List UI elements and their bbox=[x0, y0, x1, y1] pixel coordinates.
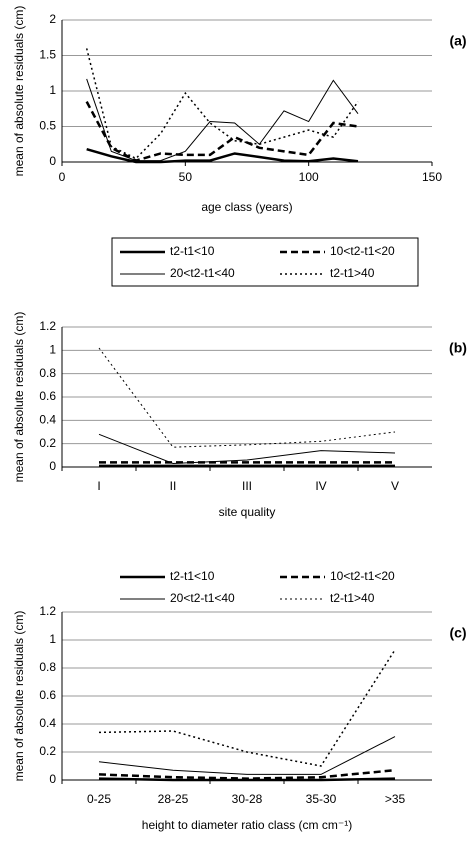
x-tick-label: IV bbox=[315, 479, 326, 493]
legend-label: t2-t1<10 bbox=[170, 244, 215, 258]
y-tick-label: 1.2 bbox=[39, 604, 56, 618]
series-line bbox=[98, 777, 396, 782]
x-axis-label: site quality bbox=[219, 505, 276, 519]
y-tick-label: 0.5 bbox=[39, 119, 56, 133]
legend-label: t2-t1>40 bbox=[330, 266, 375, 280]
y-tick-label: 0 bbox=[49, 772, 56, 786]
y-tick-label: 0.8 bbox=[39, 660, 56, 674]
panel-label: (c) bbox=[449, 625, 466, 641]
y-tick-label: 0 bbox=[49, 459, 56, 473]
y-tick-label: 0.6 bbox=[39, 688, 56, 702]
y-tick-label: 0.4 bbox=[39, 716, 56, 730]
y-tick-label: 0 bbox=[49, 154, 56, 168]
x-tick-label: 35-30 bbox=[306, 792, 337, 806]
x-tick-label: 0-25 bbox=[87, 792, 111, 806]
y-tick-label: 1 bbox=[49, 632, 56, 646]
x-tick-label: 30-28 bbox=[232, 792, 263, 806]
y-tick-label: 1.2 bbox=[39, 319, 56, 333]
y-tick-label: 0.2 bbox=[39, 744, 56, 758]
legend-label: t2-t1<10 bbox=[170, 569, 215, 583]
series-line bbox=[98, 649, 396, 767]
x-tick-label: V bbox=[391, 479, 399, 493]
x-tick-label: 28-25 bbox=[158, 792, 189, 806]
y-tick-label: 1 bbox=[49, 343, 56, 357]
y-tick-label: 0.6 bbox=[39, 389, 56, 403]
series-line bbox=[98, 433, 396, 465]
legend-label: t2-t1>40 bbox=[330, 591, 375, 605]
y-axis-label: mean of absolute residuals (cm) bbox=[12, 6, 26, 177]
x-tick-label: I bbox=[97, 479, 100, 493]
x-tick-label: 100 bbox=[299, 170, 319, 184]
series-line bbox=[98, 736, 396, 775]
x-tick-label: 0 bbox=[59, 170, 66, 184]
legend-box bbox=[111, 237, 419, 287]
x-tick-label: >35 bbox=[385, 792, 406, 806]
series-line bbox=[85, 101, 359, 162]
legend-label: 10<t2-t1<20 bbox=[330, 244, 395, 258]
y-tick-label: 2 bbox=[49, 12, 56, 26]
series-line bbox=[86, 148, 359, 164]
legend-label: 10<t2-t1<20 bbox=[330, 569, 395, 583]
y-tick-label: 0.2 bbox=[39, 436, 56, 450]
x-axis-label: height to diameter ratio class (cm cm⁻¹) bbox=[142, 818, 352, 832]
y-tick-label: 1 bbox=[49, 83, 56, 97]
y-tick-label: 1.5 bbox=[39, 48, 56, 62]
series-line bbox=[98, 347, 396, 448]
x-tick-label: III bbox=[242, 479, 252, 493]
legend-label: 20<t2-t1<40 bbox=[170, 591, 235, 605]
legend-label: 20<t2-t1<40 bbox=[170, 266, 235, 280]
y-axis-label: mean of absolute residuals (cm) bbox=[12, 611, 26, 782]
series-line bbox=[85, 48, 359, 160]
panel-label: (a) bbox=[449, 33, 466, 49]
y-tick-label: 0.8 bbox=[39, 366, 56, 380]
x-tick-label: 150 bbox=[422, 170, 442, 184]
y-tick-label: 0.4 bbox=[39, 413, 56, 427]
panel-label: (b) bbox=[449, 340, 467, 356]
series-line bbox=[86, 78, 359, 162]
x-axis-label: age class (years) bbox=[201, 200, 292, 214]
y-axis-label: mean of absolute residuals (cm) bbox=[12, 312, 26, 483]
x-tick-label: II bbox=[170, 479, 177, 493]
series-line bbox=[98, 768, 396, 780]
x-tick-label: 50 bbox=[179, 170, 193, 184]
